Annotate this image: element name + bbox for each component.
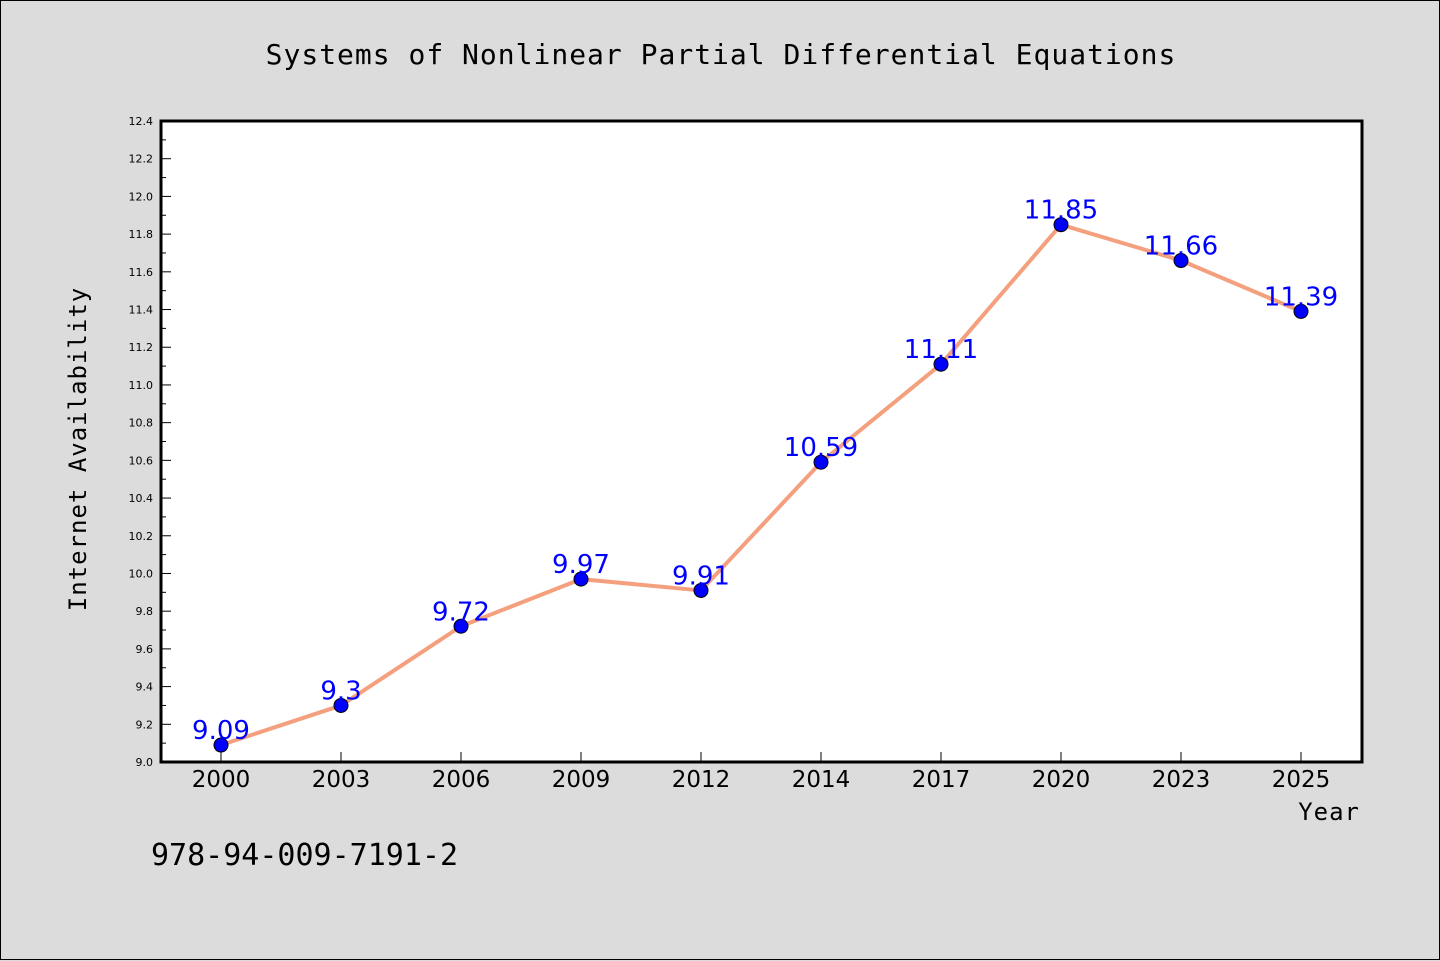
y-axis-label: Internet Availability bbox=[64, 287, 92, 611]
y-tick-label: 10.2 bbox=[129, 530, 154, 543]
data-label: 9.72 bbox=[432, 597, 490, 627]
y-tick-label: 9.0 bbox=[136, 756, 154, 769]
data-label: 9.09 bbox=[192, 716, 250, 746]
y-tick-label: 11.4 bbox=[129, 304, 154, 317]
y-tick-label: 9.8 bbox=[136, 605, 154, 618]
data-point bbox=[933, 356, 949, 372]
y-tick-label: 11.2 bbox=[129, 341, 154, 354]
y-tick-label: 10.4 bbox=[129, 492, 154, 505]
x-tick-label: 2023 bbox=[1152, 767, 1211, 793]
x-axis: 2000 2003 2006 2009 2012 2014 2017 2020 2023 2025 bbox=[192, 752, 1331, 793]
x-tick-label: 2006 bbox=[432, 767, 491, 793]
y-tick-label: 11.8 bbox=[129, 228, 154, 241]
x-axis-label: Year bbox=[1298, 798, 1360, 826]
data-label: 9.3 bbox=[320, 676, 361, 706]
data-point bbox=[213, 737, 229, 753]
y-tick-label: 11.0 bbox=[129, 379, 154, 392]
data-labels: 9.09 9.3 9.72 9.97 9.91 10.59 11.11 11.85 11.66 1… bbox=[192, 196, 1338, 746]
series-line-group bbox=[213, 217, 1309, 753]
data-label: 9.97 bbox=[552, 550, 610, 580]
x-tick-label: 2000 bbox=[192, 767, 251, 793]
data-label: 10.59 bbox=[784, 433, 858, 463]
x-tick-label: 2014 bbox=[792, 767, 851, 793]
data-label: 11.39 bbox=[1264, 282, 1338, 312]
data-label: 11.11 bbox=[904, 335, 978, 365]
y-tick-label: 10.8 bbox=[129, 417, 154, 430]
x-tick-label: 2017 bbox=[912, 767, 971, 793]
data-point bbox=[693, 582, 709, 598]
data-point bbox=[573, 571, 589, 587]
x-tick-label: 2025 bbox=[1272, 767, 1331, 793]
data-label: 9.91 bbox=[672, 561, 730, 591]
y-tick-label: 12.4 bbox=[129, 115, 154, 128]
data-point bbox=[453, 618, 469, 634]
y-tick-label: 9.2 bbox=[136, 718, 154, 731]
y-tick-label: 11.6 bbox=[129, 266, 154, 279]
data-label: 11.66 bbox=[1144, 232, 1218, 262]
data-point bbox=[333, 697, 349, 713]
chart-title: Systems of Nonlinear Partial Differentia… bbox=[266, 38, 1177, 71]
y-tick-label: 12.0 bbox=[129, 190, 154, 203]
series-line bbox=[220, 222, 1302, 747]
y-tick-label: 10.0 bbox=[129, 567, 154, 580]
data-point bbox=[1173, 253, 1189, 269]
data-point bbox=[1293, 303, 1309, 319]
x-tick-label: 2012 bbox=[672, 767, 731, 793]
data-label: 11.85 bbox=[1024, 196, 1098, 226]
data-point bbox=[813, 454, 829, 470]
x-tick-label: 2009 bbox=[552, 767, 611, 793]
y-tick-label: 9.4 bbox=[136, 681, 154, 694]
x-tick-label: 2003 bbox=[312, 767, 371, 793]
plot-area bbox=[159, 119, 1364, 764]
isbn-text: 978-94-009-7191-2 bbox=[151, 838, 458, 873]
y-axis: 9.0 9.2 9.4 9.6 9.8 10.0 10.2 10.4 10.6 10.8 11.0 1… bbox=[129, 115, 171, 769]
y-tick-label: 10.6 bbox=[129, 454, 154, 467]
y-tick-label: 12.2 bbox=[129, 153, 154, 166]
y-tick-label: 9.6 bbox=[136, 643, 154, 656]
x-tick-label: 2020 bbox=[1032, 767, 1091, 793]
data-point bbox=[1053, 217, 1069, 233]
